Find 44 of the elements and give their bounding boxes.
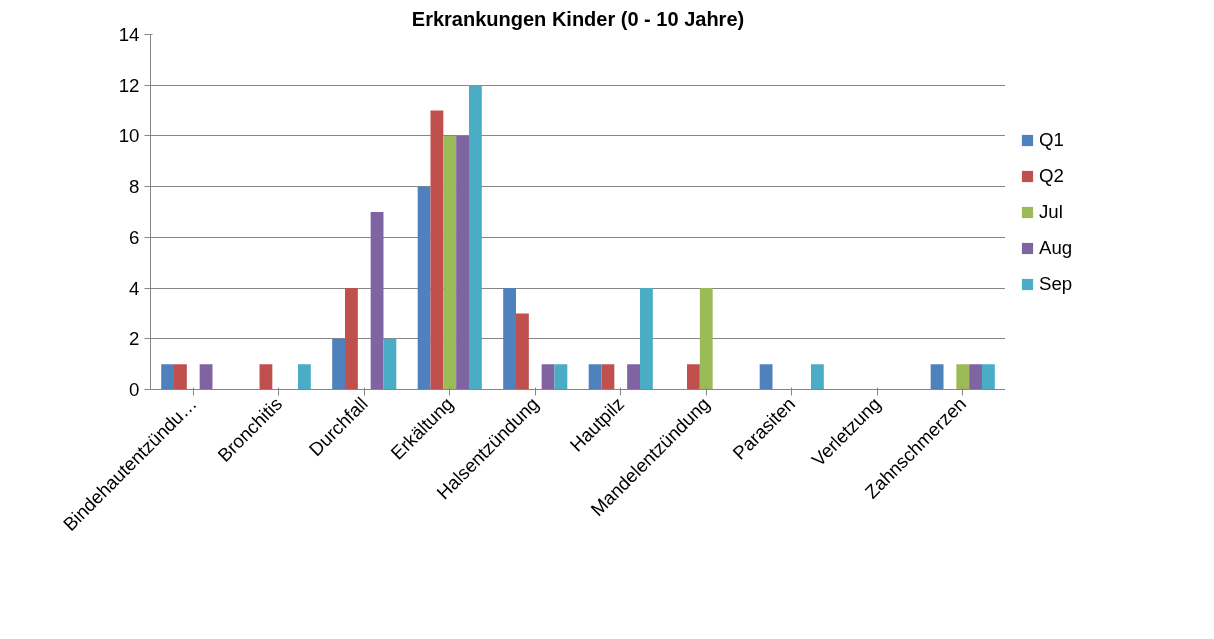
bar [930, 364, 944, 390]
bar [554, 364, 568, 390]
y-tick-label: 10 [118, 125, 140, 147]
bar [383, 338, 397, 390]
bar [199, 364, 213, 390]
bar [417, 186, 431, 390]
bar [588, 364, 602, 390]
bar [981, 364, 995, 390]
legend-label: Q2 [1039, 164, 1064, 187]
y-tick-label: 4 [129, 277, 140, 299]
bar [297, 364, 311, 390]
bar [759, 364, 773, 390]
y-tick-label: 8 [129, 176, 140, 198]
bar [443, 135, 457, 390]
y-tick-label: 14 [118, 24, 140, 45]
bar [430, 110, 444, 390]
legend-label: Q1 [1039, 128, 1064, 151]
bar [627, 364, 640, 390]
bar [468, 85, 482, 390]
y-tick-label: 0 [129, 379, 140, 400]
chart-title: Erkrankungen Kinder (0 - 10 Jahre) [411, 7, 745, 30]
bar [687, 364, 700, 390]
bar [601, 364, 615, 390]
bar [956, 364, 970, 390]
bar [174, 364, 187, 390]
bar [516, 313, 529, 390]
bar [639, 288, 653, 390]
bar [332, 338, 346, 390]
legend-label: Sep [1039, 272, 1073, 295]
bar [699, 288, 713, 390]
bar [456, 135, 469, 390]
legend-label: Aug [1039, 236, 1073, 259]
bar [503, 288, 517, 390]
y-tick-label: 2 [129, 328, 140, 350]
bar [810, 364, 824, 390]
y-tick-label: 12 [118, 74, 140, 96]
bar [345, 288, 358, 390]
bar [370, 212, 384, 390]
bar [161, 364, 175, 390]
y-tick-label: 6 [129, 226, 140, 248]
bar [969, 364, 982, 390]
legend-label: Jul [1039, 200, 1063, 223]
bar [541, 364, 555, 390]
bar [259, 364, 273, 390]
